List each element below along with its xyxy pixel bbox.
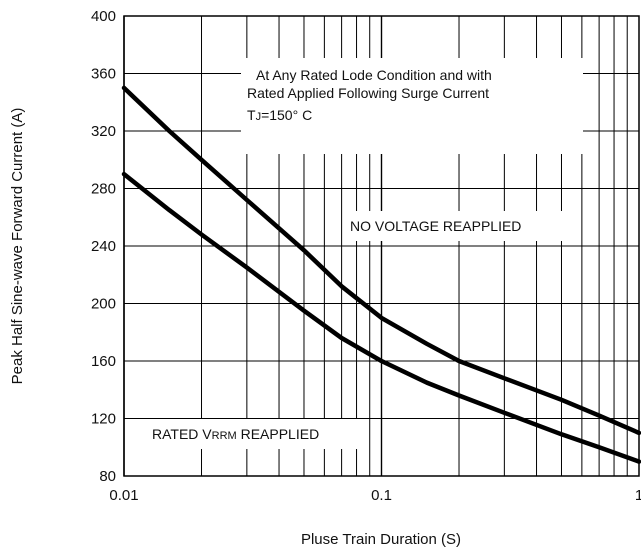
x-tick-label: 0.01 <box>109 487 138 504</box>
series-line-no-voltage <box>121 85 641 436</box>
series-label-1-mask <box>347 211 573 241</box>
x-tick-label: 1 <box>635 487 641 504</box>
y-axis-title: Peak Half Sine-wave Forward Current (A) <box>9 108 26 385</box>
annotation-line-1: At Any Rated Lode Condition and with <box>256 67 492 83</box>
series-label-rated-v: RATED V <box>152 426 212 442</box>
y-tick-label: 200 <box>91 296 116 313</box>
annotation-line-2: Rated Applied Following Surge Current <box>247 85 489 101</box>
series-label-2-mask <box>147 419 362 449</box>
annotation-tj-sub: J <box>256 111 262 123</box>
annotation-tj-t: T <box>247 107 256 123</box>
y-tick-label: 360 <box>91 66 116 83</box>
annotation-mask <box>241 58 583 154</box>
y-tick-label: 160 <box>91 353 116 370</box>
tick-label-layer: 80 120 160 200 240 280 320 360 400 0.01 0.1 1 <box>91 8 641 504</box>
series-layer <box>121 85 641 464</box>
series-label-rrm-sub: RRM <box>212 430 237 442</box>
y-tick-label: 240 <box>91 238 116 255</box>
x-axis-title: Pluse Train Duration (S) <box>301 531 461 548</box>
x-tick-label: 0.1 <box>371 487 392 504</box>
annotation-tj-value: =150° C <box>261 107 312 123</box>
series-line-rated-vrrm <box>121 171 641 464</box>
y-tick-label: 280 <box>91 181 116 198</box>
y-tick-label: 80 <box>99 468 116 485</box>
y-tick-label: 320 <box>91 123 116 140</box>
series-label-reapplied: REAPPLIED <box>237 426 319 442</box>
series-label-rated-vrrm: RATED VRRM REAPPLIED <box>152 426 319 442</box>
y-tick-label: 400 <box>91 8 116 25</box>
y-tick-label: 120 <box>91 411 116 428</box>
annotation-line-3: TJ=150° C <box>247 107 312 123</box>
plot-frame <box>123 15 640 477</box>
series-label-no-voltage: NO VOLTAGE REAPPLIED <box>350 218 521 234</box>
